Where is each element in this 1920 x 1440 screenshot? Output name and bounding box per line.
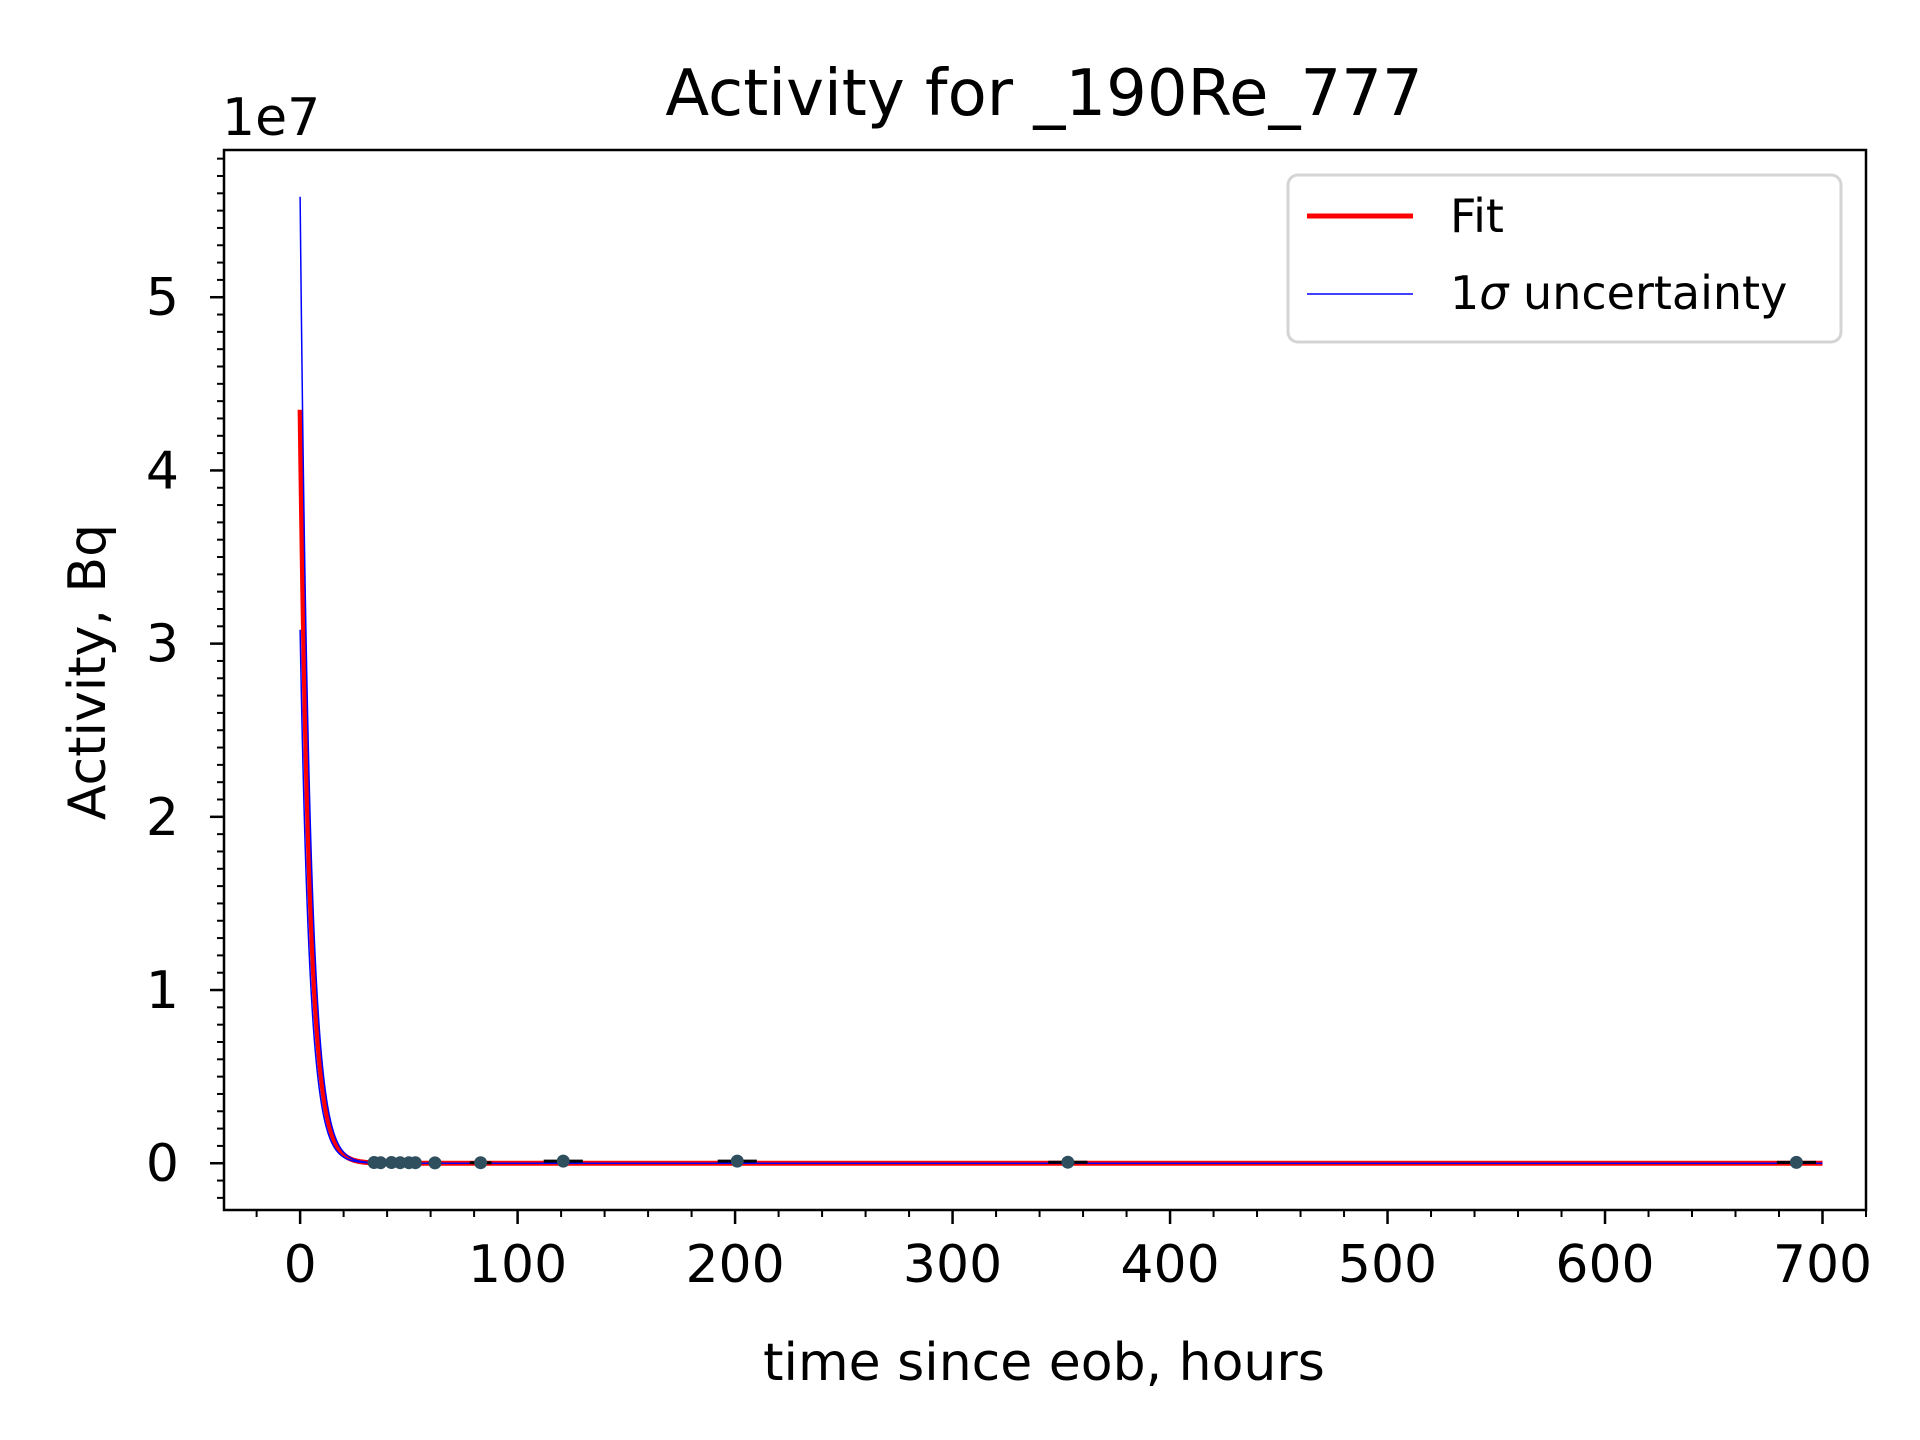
x-axis-label: time since eob, hours bbox=[763, 1333, 1325, 1393]
data-point bbox=[730, 1154, 744, 1168]
y-tick-label: 2 bbox=[146, 788, 179, 848]
y-axis-label: Activity, Bq bbox=[58, 524, 118, 820]
x-tick-label: 500 bbox=[1338, 1235, 1437, 1295]
x-tick-label: 100 bbox=[468, 1235, 567, 1295]
y-tick-label: 0 bbox=[146, 1134, 179, 1194]
x-tick-label: 300 bbox=[903, 1235, 1002, 1295]
y-offset-label: 1e7 bbox=[222, 88, 320, 148]
x-tick-label: 700 bbox=[1773, 1235, 1872, 1295]
legend-label-uncertainty: 1σ uncertainty bbox=[1450, 266, 1787, 320]
chart-title: Activity for _190Re_777 bbox=[665, 57, 1422, 131]
data-point bbox=[474, 1156, 488, 1170]
x-tick-label: 400 bbox=[1120, 1235, 1219, 1295]
x-tick-label: 200 bbox=[685, 1235, 784, 1295]
data-point bbox=[556, 1154, 570, 1168]
data-point bbox=[1061, 1155, 1075, 1169]
data-point bbox=[374, 1156, 388, 1170]
legend-box bbox=[1286, 173, 1843, 344]
axes-frame bbox=[222, 148, 1868, 1212]
data-point bbox=[1789, 1155, 1803, 1169]
uncertainty-lower-line bbox=[299, 629, 1823, 1164]
y-tick-label: 5 bbox=[146, 268, 179, 328]
plot-area bbox=[297, 196, 1823, 1170]
data-point bbox=[408, 1156, 422, 1170]
legend: Fit 1σ uncertainty bbox=[1286, 173, 1843, 344]
y-tick-label: 1 bbox=[146, 961, 179, 1021]
y-tick-label: 3 bbox=[146, 615, 179, 675]
y-tick-label: 4 bbox=[146, 441, 179, 501]
x-tick-label: 600 bbox=[1555, 1235, 1654, 1295]
axes: 0 100 200 300 400 500 600 700 0 1 2 3 4 5 bbox=[146, 148, 1872, 1295]
legend-label-fit: Fit bbox=[1450, 189, 1504, 243]
data-point bbox=[428, 1156, 442, 1170]
x-tick-label: 0 bbox=[284, 1235, 317, 1295]
